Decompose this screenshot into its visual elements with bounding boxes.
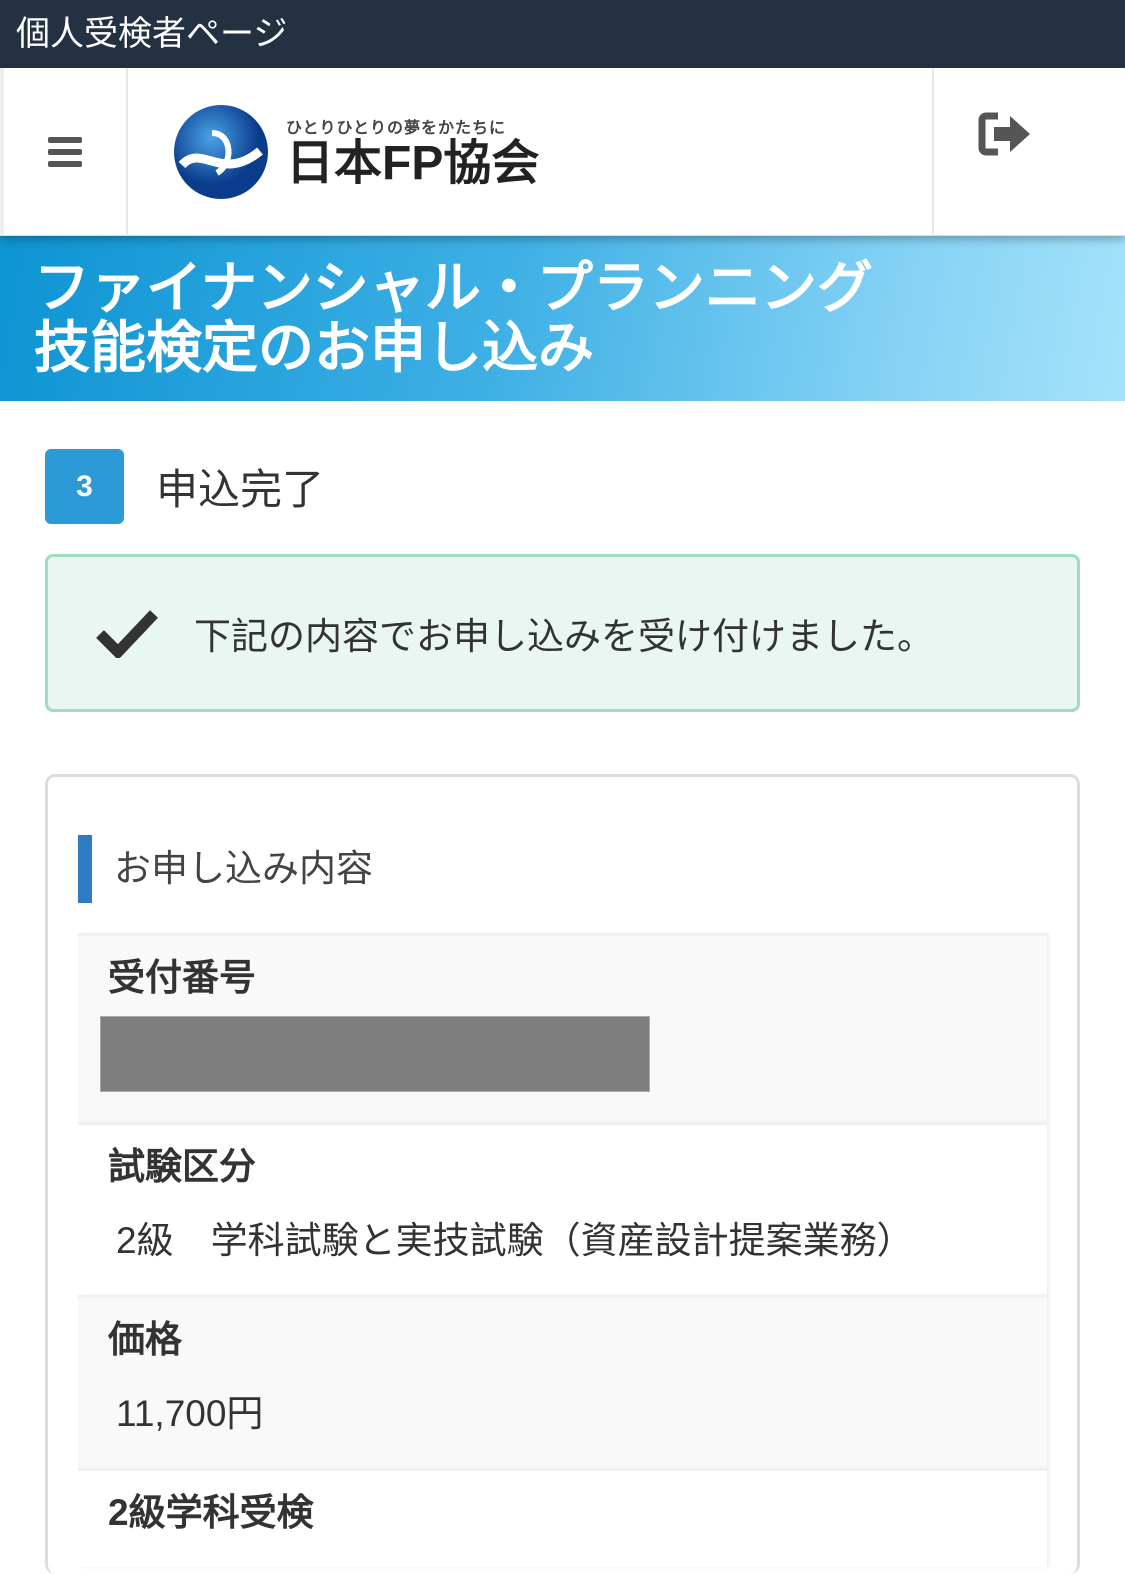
logo-tagline: ひとりひとりの夢をかたちに [286, 119, 507, 137]
fp-logo-icon [174, 104, 268, 199]
banner-title-line2: 技能検定のお申し込み [34, 316, 594, 379]
field-exam-category: 試験区分 2級 学科試験と実技試験（資産設計提案業務） [78, 1122, 1047, 1295]
success-alert: 下記の内容でお申し込みを受け付けました。 [45, 554, 1080, 712]
section-heading: お申し込み内容 [78, 835, 1047, 903]
logo[interactable]: ひとりひとりの夢をかたちに 日本FP協会 [128, 68, 932, 235]
hamburger-icon [48, 136, 82, 167]
field-label: 2級学科受検 [108, 1492, 314, 1533]
field-grade2-academic: 2級学科受検 [78, 1468, 1047, 1567]
step-number-badge: 3 [45, 449, 124, 524]
top-bar: 個人受検者ページ [0, 0, 1125, 68]
logout-button[interactable] [932, 68, 1125, 235]
redacted-value [100, 1016, 650, 1092]
details-card: お申し込み内容 受付番号 試験区分 2級 学科試験と実技試験（資産設計提案業務）… [45, 774, 1080, 1574]
field-receipt-number: 受付番号 [78, 933, 1047, 1122]
step-label: 申込完了 [156, 466, 325, 513]
page-banner: ファイナンシャル・プランニング 技能検定のお申し込み [0, 236, 1125, 401]
page-title: 個人受検者ページ [16, 15, 288, 53]
field-label: 受付番号 [108, 957, 256, 998]
logo-name: 日本FP協会 [286, 136, 540, 190]
field-price: 価格 11,700円 [78, 1295, 1047, 1468]
menu-button[interactable] [0, 68, 128, 235]
step-indicator: 3 申込完了 [45, 449, 1080, 524]
alert-message: 下記の内容でお申し込みを受け付けました。 [194, 616, 934, 657]
banner-title-line1: ファイナンシャル・プランニング [34, 256, 873, 319]
field-value: 2級 学科試験と実技試験（資産設計提案業務） [116, 1220, 914, 1261]
header: ひとりひとりの夢をかたちに 日本FP協会 [0, 68, 1125, 236]
field-label: 試験区分 [108, 1146, 256, 1187]
sign-out-icon [978, 112, 1030, 156]
check-icon [96, 610, 158, 658]
field-label: 価格 [108, 1319, 182, 1360]
field-value: 11,700円 [116, 1393, 264, 1434]
